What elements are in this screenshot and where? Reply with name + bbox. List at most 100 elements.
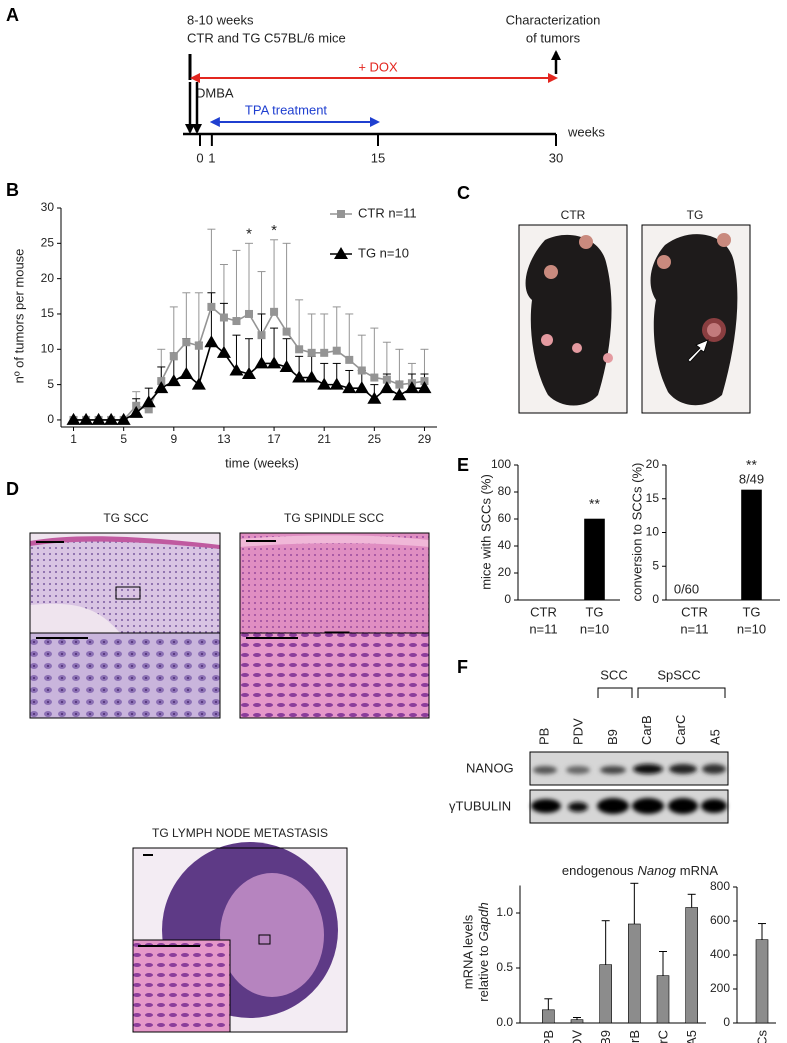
panel-label: E <box>457 455 469 475</box>
y-tick-label: 80 <box>498 484 512 498</box>
y-tick-label: 0 <box>723 1015 730 1029</box>
y-tick-label: 15 <box>41 306 55 320</box>
marker <box>379 381 394 394</box>
y-tick-label: 0 <box>652 592 659 606</box>
timeline-start: CTR and TG C57BL/6 mice <box>187 30 346 45</box>
legend-marker <box>334 247 348 259</box>
x-tick-label: TG <box>585 604 603 619</box>
marker <box>242 367 256 380</box>
panel-label: F <box>457 657 468 677</box>
y-tick-label: 0 <box>47 412 54 426</box>
band <box>568 802 588 812</box>
marker <box>154 381 169 394</box>
histology-title: TG SPINDLE SCC <box>284 511 384 525</box>
band <box>632 798 664 814</box>
y-tick-label: 25 <box>41 235 55 249</box>
x-tick-note: n=10 <box>580 621 609 636</box>
y-axis-label: mRNA levels <box>460 914 475 989</box>
y-tick-label: 5 <box>47 377 54 391</box>
y-axis-label: relative to Gapdh <box>476 902 491 1001</box>
x-tick-label: CarC <box>655 1030 670 1043</box>
marker <box>194 341 203 350</box>
band <box>669 764 697 774</box>
band <box>597 798 629 814</box>
marker <box>232 317 241 326</box>
photo-panel: CTR TG <box>518 208 751 414</box>
lane-label: CarC <box>673 715 688 745</box>
x-tick-label: 29 <box>418 432 432 446</box>
band <box>668 798 698 814</box>
dmba-label: DMBA <box>196 85 234 100</box>
marker <box>392 388 407 401</box>
marker <box>257 331 266 340</box>
panel-label: A <box>6 5 19 25</box>
y-tick-label: 400 <box>710 947 730 961</box>
histology-image <box>30 539 220 633</box>
y-axis-label: conversion to SCCs (%) <box>629 463 644 602</box>
x-tick-label: CarB <box>627 1030 642 1043</box>
timeline-tick-label: 0 <box>196 150 203 165</box>
x-tick-label: CTR <box>530 604 557 619</box>
blot-strip <box>529 751 729 786</box>
bar <box>656 975 670 1024</box>
photo-arrow <box>687 339 709 363</box>
mouse-photo <box>657 255 671 269</box>
marker <box>204 335 219 348</box>
y-tick-label: 0 <box>504 592 511 606</box>
bar <box>755 939 769 1024</box>
bar <box>741 489 762 601</box>
histology-image <box>240 535 429 547</box>
dox-label: + DOX <box>358 59 398 74</box>
panel-label: B <box>6 180 19 200</box>
significance: ** <box>746 457 757 473</box>
marker <box>104 412 119 425</box>
marker <box>307 348 316 357</box>
y-axis-label: nº of tumors per mouse <box>11 249 26 384</box>
y-tick-label: 10 <box>646 525 660 539</box>
timeline-start: 8-10 weeks <box>187 12 254 27</box>
marker <box>395 380 404 389</box>
marker <box>166 374 181 387</box>
marker <box>179 367 194 380</box>
marker <box>116 412 131 425</box>
histology-title: TG LYMPH NODE METASTASIS <box>152 826 328 840</box>
lane-label: B9 <box>605 729 620 745</box>
band <box>701 799 727 813</box>
histology-image <box>220 873 324 997</box>
marker <box>79 412 94 425</box>
y-tick-label: 5 <box>652 558 659 572</box>
group-bracket <box>637 687 726 698</box>
y-tick-label: 1.0 <box>496 905 513 919</box>
mouse-photo <box>717 233 731 247</box>
histology-image <box>30 536 220 549</box>
y-tick-label: 20 <box>646 457 660 471</box>
marker <box>404 381 419 394</box>
marker <box>357 366 366 375</box>
marker <box>279 359 294 372</box>
marker <box>129 405 144 418</box>
histology-panel: TG SCC TG SPINDLE SCC TG LYMPH NODE META… <box>29 511 430 1033</box>
group-bracket <box>597 687 633 698</box>
marker <box>157 377 166 386</box>
marker <box>342 381 357 394</box>
mouse-photo <box>650 234 738 406</box>
timeline-axis-label: weeks <box>567 124 605 139</box>
marker <box>270 307 279 316</box>
marker <box>254 356 269 369</box>
x-tick-label: 13 <box>217 432 231 446</box>
y-tick-label: 200 <box>710 981 730 995</box>
timeline-end: of tumors <box>526 30 581 45</box>
histology-frame <box>132 847 348 1033</box>
marker <box>370 373 379 382</box>
histology-zoom <box>240 633 429 718</box>
histology-title: TG SCC <box>103 511 149 525</box>
blot-row-label: NANOG <box>466 760 514 775</box>
marker <box>267 356 282 369</box>
marker <box>229 363 244 376</box>
legend-label: CTR n=11 <box>358 205 417 220</box>
mouse-photo <box>579 235 593 249</box>
significance: ** <box>589 496 600 512</box>
marker <box>317 377 332 390</box>
x-tick-label: 9 <box>170 432 177 446</box>
